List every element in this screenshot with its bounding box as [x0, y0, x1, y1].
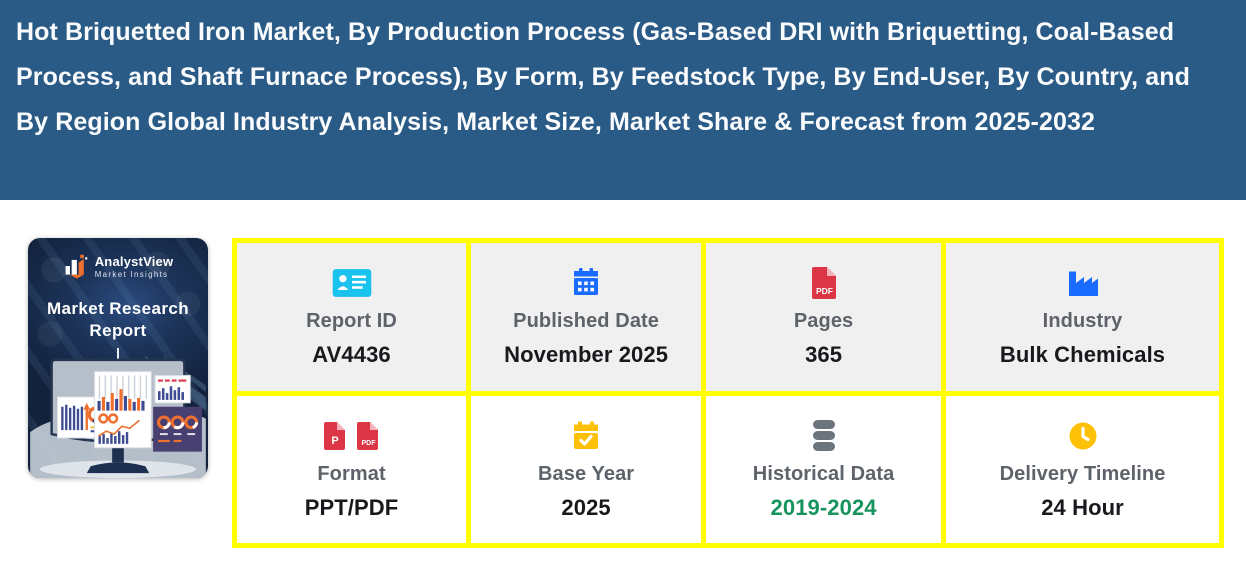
- svg-text:PDF: PDF: [816, 286, 833, 296]
- database-icon: [810, 418, 838, 454]
- meta-label: Format: [317, 462, 386, 485]
- meta-label: Historical Data: [752, 462, 895, 485]
- brand-tagline: Market Insights: [94, 269, 169, 279]
- meta-value: November 2025: [504, 342, 669, 368]
- monitor-charts-illustration: [30, 356, 206, 478]
- calendar-icon: [570, 265, 602, 301]
- ppt-file-icon: P: [324, 421, 346, 450]
- meta-label: Industry: [1042, 310, 1123, 333]
- meta-value: PPT/PDF: [304, 494, 399, 520]
- meta-cell-delivery-timeline: Delivery Timeline 24 Hour: [946, 395, 1219, 543]
- meta-cell-report-id: Report ID AV4436: [237, 243, 467, 391]
- ppt-pdf-file-icons: P PDF: [323, 418, 380, 454]
- brand-name: AnalystView: [94, 253, 174, 269]
- meta-value: 2019-2024: [770, 494, 877, 520]
- pdf-file-icon: PDF: [810, 265, 838, 301]
- cover-title: Market Research Report: [46, 299, 190, 341]
- meta-value: AV4436: [312, 342, 391, 368]
- brand-logo: AnalystView Market Insights: [28, 253, 208, 279]
- factory-icon: [1065, 265, 1101, 301]
- brand-text: AnalystView Market Insights: [95, 254, 174, 279]
- report-cover-thumbnail[interactable]: AnalystView Market Insights Market Resea…: [28, 238, 208, 478]
- clock-icon: [1068, 418, 1098, 454]
- brand-logo-icon: [65, 254, 87, 279]
- meta-cell-format: P PDF Format PPT/PDF: [237, 395, 467, 543]
- svg-text:P: P: [331, 435, 338, 447]
- id-card-icon: [332, 265, 372, 301]
- meta-cell-pages: PDF Pages 365: [706, 243, 942, 391]
- meta-cell-historical-data: Historical Data 2019-2024: [706, 395, 942, 543]
- calendar-check-icon: [571, 418, 601, 454]
- meta-label: Delivery Timeline: [999, 462, 1166, 485]
- meta-cell-published-date: Published Date November 2025: [471, 243, 702, 391]
- meta-label: Base Year: [538, 462, 635, 485]
- meta-label: Report ID: [306, 310, 397, 333]
- page-title: Hot Briquetted Iron Market, By Productio…: [16, 18, 1190, 136]
- meta-value: 24 Hour: [1041, 494, 1124, 520]
- meta-cell-base-year: Base Year 2025: [471, 395, 702, 543]
- svg-text:PDF: PDF: [362, 440, 377, 447]
- pdf-file-icon-small: PDF: [357, 421, 379, 450]
- meta-label: Pages: [793, 310, 854, 333]
- report-meta-grid: Report ID AV4436: [232, 238, 1224, 548]
- meta-label: Published Date: [513, 310, 660, 333]
- meta-value: 365: [805, 342, 843, 368]
- meta-value: Bulk Chemicals: [999, 342, 1166, 368]
- page-header: Hot Briquetted Iron Market, By Productio…: [0, 0, 1246, 200]
- meta-cell-industry: Industry Bulk Chemicals: [946, 243, 1219, 391]
- report-summary-section: AnalystView Market Insights Market Resea…: [0, 200, 1246, 548]
- meta-value: 2025: [561, 494, 611, 520]
